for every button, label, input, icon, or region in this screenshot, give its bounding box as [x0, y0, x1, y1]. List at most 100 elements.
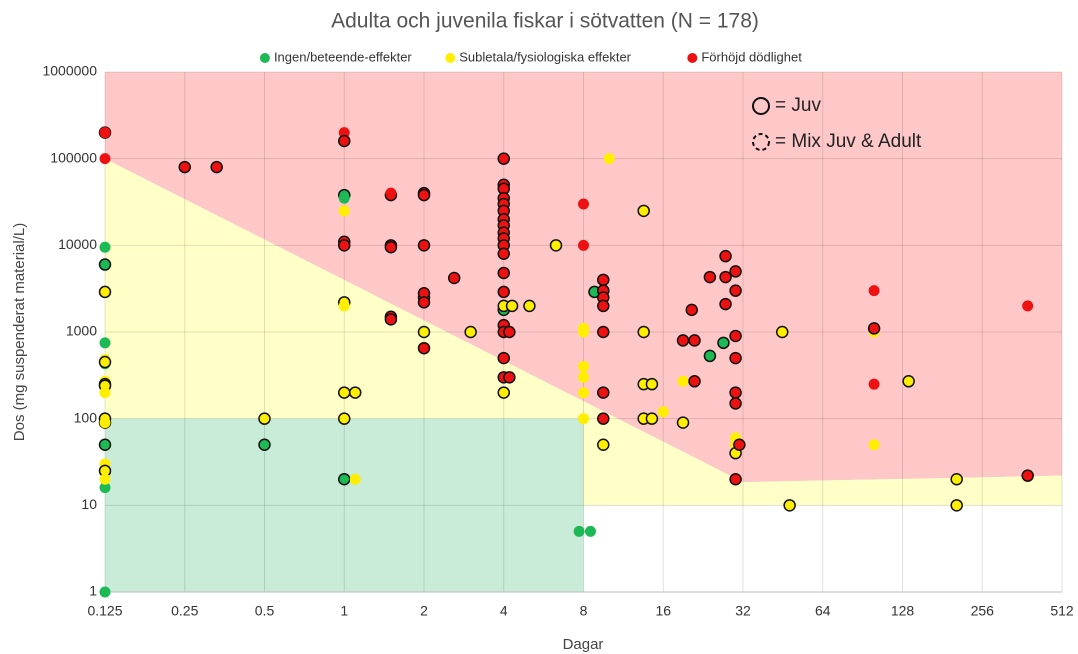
- point: [417, 239, 431, 252]
- y-tick-label: 100000: [50, 149, 97, 165]
- legend-marker: [259, 53, 270, 63]
- point: [717, 336, 730, 350]
- point: [99, 241, 111, 253]
- point: [1022, 300, 1034, 312]
- point: [497, 386, 510, 399]
- point: [99, 127, 111, 139]
- point: [503, 371, 516, 384]
- point: [867, 322, 881, 335]
- point: [597, 386, 610, 399]
- x-tick-label: 1: [340, 603, 348, 619]
- region: [105, 418, 584, 592]
- point: [729, 284, 742, 297]
- x-tick-label: 0.5: [255, 603, 275, 619]
- point: [688, 375, 701, 388]
- point: [210, 160, 223, 174]
- region: [105, 72, 1062, 483]
- point: [729, 351, 742, 365]
- point: [549, 239, 563, 252]
- point: [338, 300, 350, 312]
- x-tick-label: 64: [815, 603, 831, 619]
- x-tick-label: 32: [735, 603, 751, 619]
- point: [729, 397, 742, 410]
- point: [338, 205, 350, 217]
- point: [868, 439, 880, 451]
- x-tick-label: 4: [500, 603, 508, 619]
- mix-icon: [752, 133, 770, 151]
- point: [645, 412, 659, 425]
- points: [98, 126, 1034, 598]
- point: [417, 341, 431, 355]
- point: [338, 412, 351, 425]
- point: [178, 160, 191, 174]
- point: [338, 127, 350, 139]
- point: [99, 482, 111, 494]
- point: [578, 360, 589, 372]
- point: [637, 204, 650, 218]
- legend-label: Subletala/fysiologiska effekter: [459, 49, 631, 64]
- x-tick-label: 0.125: [87, 603, 122, 619]
- point: [676, 334, 690, 347]
- point: [677, 375, 689, 387]
- point: [902, 375, 915, 388]
- legend-marker: [445, 53, 456, 63]
- y-tick-label: 10000: [58, 236, 97, 252]
- point: [597, 299, 610, 313]
- x-tick-label: 0.25: [171, 603, 198, 619]
- point: [258, 412, 271, 425]
- point: [657, 406, 669, 418]
- y-tick-label: 100: [74, 409, 98, 425]
- point: [573, 525, 585, 537]
- x-tick-label: 2: [420, 603, 428, 619]
- point: [497, 266, 510, 280]
- point: [783, 499, 796, 512]
- legend-label: Förhöjd dödlighet: [701, 49, 802, 64]
- y-axis-label: Dos (mg suspenderat material/L): [11, 223, 28, 441]
- point: [417, 188, 431, 202]
- point: [338, 134, 351, 148]
- x-tick-label: 8: [580, 603, 588, 619]
- y-tick-label: 10: [81, 496, 97, 512]
- point: [578, 371, 589, 383]
- point: [258, 438, 271, 452]
- point: [719, 297, 732, 311]
- point: [338, 239, 351, 252]
- point: [338, 192, 350, 204]
- point: [98, 355, 112, 369]
- point: [348, 386, 362, 399]
- x-tick-label: 16: [655, 603, 671, 619]
- point: [719, 249, 732, 263]
- point: [464, 325, 477, 339]
- point: [597, 273, 610, 287]
- point: [603, 153, 615, 165]
- point: [688, 334, 701, 347]
- point: [384, 241, 398, 254]
- x-tick-label: 512: [1050, 603, 1074, 619]
- point: [99, 473, 111, 485]
- point: [950, 499, 963, 512]
- point: [676, 416, 690, 429]
- annotation: = Juv: [775, 95, 821, 116]
- x-axis-label: Dagar: [563, 636, 604, 653]
- point: [417, 296, 431, 309]
- point: [703, 270, 717, 284]
- point: [505, 299, 519, 313]
- legend-marker: [687, 53, 698, 63]
- y-tick-label: 1000000: [42, 63, 97, 79]
- point: [578, 326, 589, 338]
- point: [578, 198, 589, 210]
- annotation: = Mix Juv & Adult: [775, 131, 922, 152]
- point: [417, 325, 431, 339]
- point: [523, 299, 536, 313]
- point: [98, 438, 112, 452]
- point: [645, 377, 659, 391]
- x-tick-label: 256: [971, 603, 995, 619]
- point: [868, 285, 880, 297]
- point: [868, 378, 880, 390]
- point: [1021, 469, 1034, 482]
- point: [578, 239, 589, 251]
- point: [733, 438, 746, 452]
- point: [385, 187, 397, 199]
- point: [729, 472, 742, 486]
- point: [497, 351, 510, 365]
